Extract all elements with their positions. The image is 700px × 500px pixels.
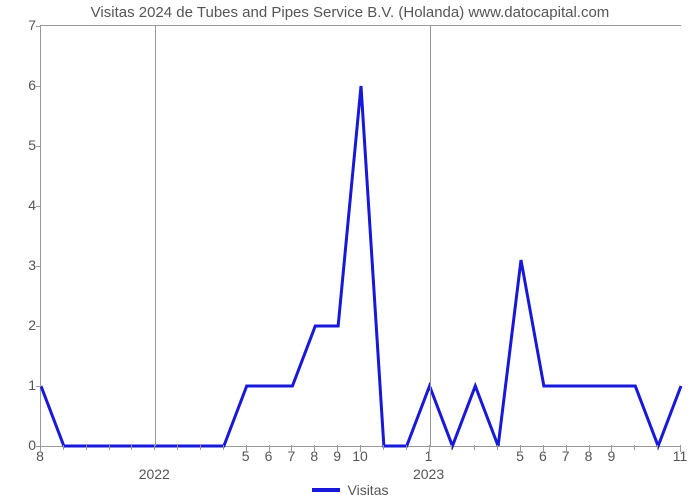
legend-label: Visitas xyxy=(348,482,389,498)
plot-area xyxy=(40,25,681,447)
x-tick-mark xyxy=(269,445,270,452)
y-tick-mark xyxy=(36,86,41,87)
y-tick-label: 0 xyxy=(6,437,36,453)
x-year-label: 2023 xyxy=(413,466,444,482)
y-tick-label: 6 xyxy=(6,77,36,93)
x-tick-mark xyxy=(429,445,430,452)
line-series xyxy=(41,26,681,446)
legend-swatch xyxy=(312,488,340,492)
chart-container: Visitas 2024 de Tubes and Pipes Service … xyxy=(0,0,700,500)
x-minor-tick xyxy=(451,445,452,450)
x-minor-tick xyxy=(109,445,110,450)
x-tick-mark xyxy=(246,445,247,452)
y-tick-mark xyxy=(36,266,41,267)
x-minor-tick xyxy=(200,445,201,450)
x-tick-mark xyxy=(291,445,292,452)
y-tick-mark xyxy=(36,326,41,327)
x-minor-tick xyxy=(131,445,132,450)
x-tick-mark xyxy=(337,445,338,452)
x-minor-tick xyxy=(223,445,224,450)
legend: Visitas xyxy=(0,479,700,498)
y-tick-label: 7 xyxy=(6,17,36,33)
y-tick-label: 1 xyxy=(6,377,36,393)
x-tick-mark xyxy=(360,445,361,452)
y-tick-label: 5 xyxy=(6,137,36,153)
series-path xyxy=(41,86,681,446)
y-tick-mark xyxy=(36,386,41,387)
x-minor-tick xyxy=(497,445,498,450)
y-tick-label: 2 xyxy=(6,317,36,333)
legend-item: Visitas xyxy=(312,482,389,498)
x-tick-mark xyxy=(611,445,612,452)
x-minor-tick xyxy=(406,445,407,450)
y-tick-mark xyxy=(36,26,41,27)
x-minor-tick xyxy=(177,445,178,450)
x-minor-tick xyxy=(63,445,64,450)
x-tick-mark xyxy=(680,445,681,452)
y-tick-mark xyxy=(36,146,41,147)
y-tick-mark xyxy=(36,206,41,207)
x-tick-mark xyxy=(589,445,590,452)
x-gridline xyxy=(430,26,431,446)
y-tick-label: 3 xyxy=(6,257,36,273)
chart-title: Visitas 2024 de Tubes and Pipes Service … xyxy=(0,4,700,21)
x-minor-tick xyxy=(474,445,475,450)
x-tick-mark xyxy=(520,445,521,452)
x-tick-mark xyxy=(314,445,315,452)
x-minor-tick xyxy=(86,445,87,450)
x-tick-mark xyxy=(566,445,567,452)
x-year-label: 2022 xyxy=(139,466,170,482)
x-tick-mark xyxy=(543,445,544,452)
x-minor-tick xyxy=(634,445,635,450)
x-minor-tick xyxy=(657,445,658,450)
y-tick-label: 4 xyxy=(6,197,36,213)
x-gridline xyxy=(155,26,156,446)
x-tick-mark xyxy=(40,445,41,452)
x-minor-tick xyxy=(154,445,155,450)
x-minor-tick xyxy=(383,445,384,450)
